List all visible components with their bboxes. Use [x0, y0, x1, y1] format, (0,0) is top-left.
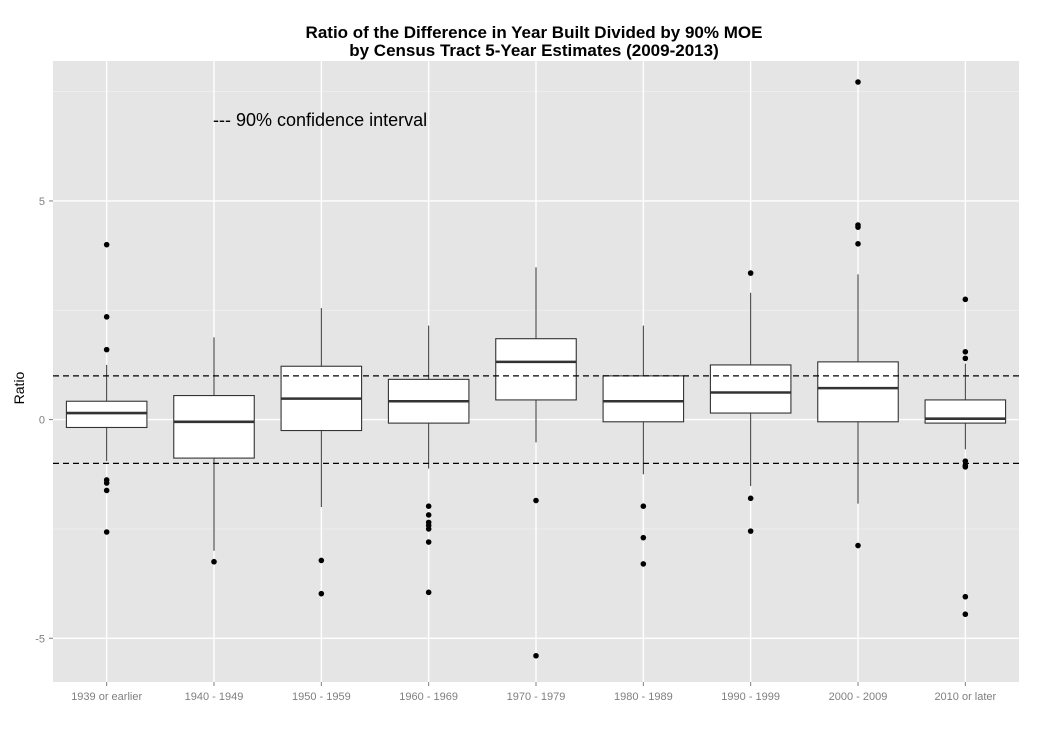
confidence-interval-legend: --- 90% confidence interval: [213, 110, 427, 130]
box: [924, 399, 1007, 424]
outlier-point: [962, 593, 969, 600]
outlier-point: [640, 561, 647, 567]
box-group: [709, 270, 792, 534]
y-tick-label: -5: [35, 633, 45, 645]
box: [817, 361, 899, 423]
box: [173, 395, 255, 459]
box-group: [280, 308, 363, 597]
x-tick-label: 1970 - 1979: [507, 691, 566, 703]
outlier-point: [747, 528, 754, 534]
chart-subtitle: by Census Tract 5-Year Estimates (2009-2…: [349, 41, 718, 60]
outlier-point: [962, 349, 969, 355]
outlier-point: [962, 464, 969, 470]
outlier-point: [211, 558, 217, 565]
box-group: [924, 296, 1007, 618]
outlier-point: [962, 296, 969, 303]
x-tick-label: 1990 - 1999: [721, 691, 780, 703]
x-tick-label: 1940 - 1949: [185, 691, 244, 703]
y-tick-label: 5: [39, 196, 45, 208]
x-tick-label: 1939 or earlier: [71, 691, 142, 703]
y-tick-label: 0: [39, 415, 45, 427]
x-tick-label: 2000 - 2009: [829, 691, 888, 703]
outlier-point: [533, 497, 539, 504]
box-series: [65, 79, 1007, 659]
outlier-point: [962, 458, 969, 464]
box-group: [65, 241, 148, 535]
outlier-point: [962, 611, 969, 618]
outlier-point: [103, 314, 110, 320]
box-group: [602, 325, 685, 567]
outlier-point: [855, 241, 861, 247]
confidence-interval-lines: [53, 375, 1019, 464]
box-group: [817, 79, 899, 549]
outlier-point: [747, 270, 754, 276]
x-tick-label: 1960 - 1969: [399, 691, 458, 703]
outlier-point: [425, 589, 432, 596]
outlier-point: [318, 590, 325, 597]
outlier-point: [962, 355, 969, 362]
outlier-point: [640, 534, 647, 541]
outlier-point: [103, 346, 110, 353]
outlier-point: [425, 539, 432, 545]
chart-title: Ratio of the Difference in Year Built Di…: [306, 23, 763, 42]
outlier-point: [640, 503, 647, 509]
outlier-point: [318, 557, 325, 564]
y-axis-label: Ratio: [11, 371, 27, 404]
outlier-point: [103, 480, 110, 486]
x-tick-label: 1980 - 1989: [614, 691, 673, 703]
outlier-point: [425, 526, 432, 532]
x-tick-label: 2010 or later: [934, 691, 996, 703]
box: [495, 338, 577, 401]
box: [602, 375, 685, 423]
outlier-point: [425, 503, 432, 509]
outlier-point: [103, 487, 110, 494]
outlier-point: [425, 512, 432, 518]
box: [65, 400, 148, 429]
outlier-point: [533, 652, 539, 659]
outlier-point: [747, 495, 754, 502]
y-axis: -5 0 5: [35, 196, 53, 645]
outlier-point: [855, 79, 861, 85]
outlier-point: [103, 529, 110, 535]
box-group: [495, 267, 577, 659]
box: [709, 364, 792, 414]
x-axis: 1939 or earlier 1940 - 1949 1950 - 1959 196…: [71, 682, 997, 703]
outlier-point: [103, 241, 110, 248]
box-group: [387, 325, 470, 596]
outlier-point: [855, 224, 861, 230]
outlier-point: [855, 542, 861, 549]
box-group: [173, 337, 255, 565]
x-tick-label: 1950 - 1959: [292, 691, 351, 703]
